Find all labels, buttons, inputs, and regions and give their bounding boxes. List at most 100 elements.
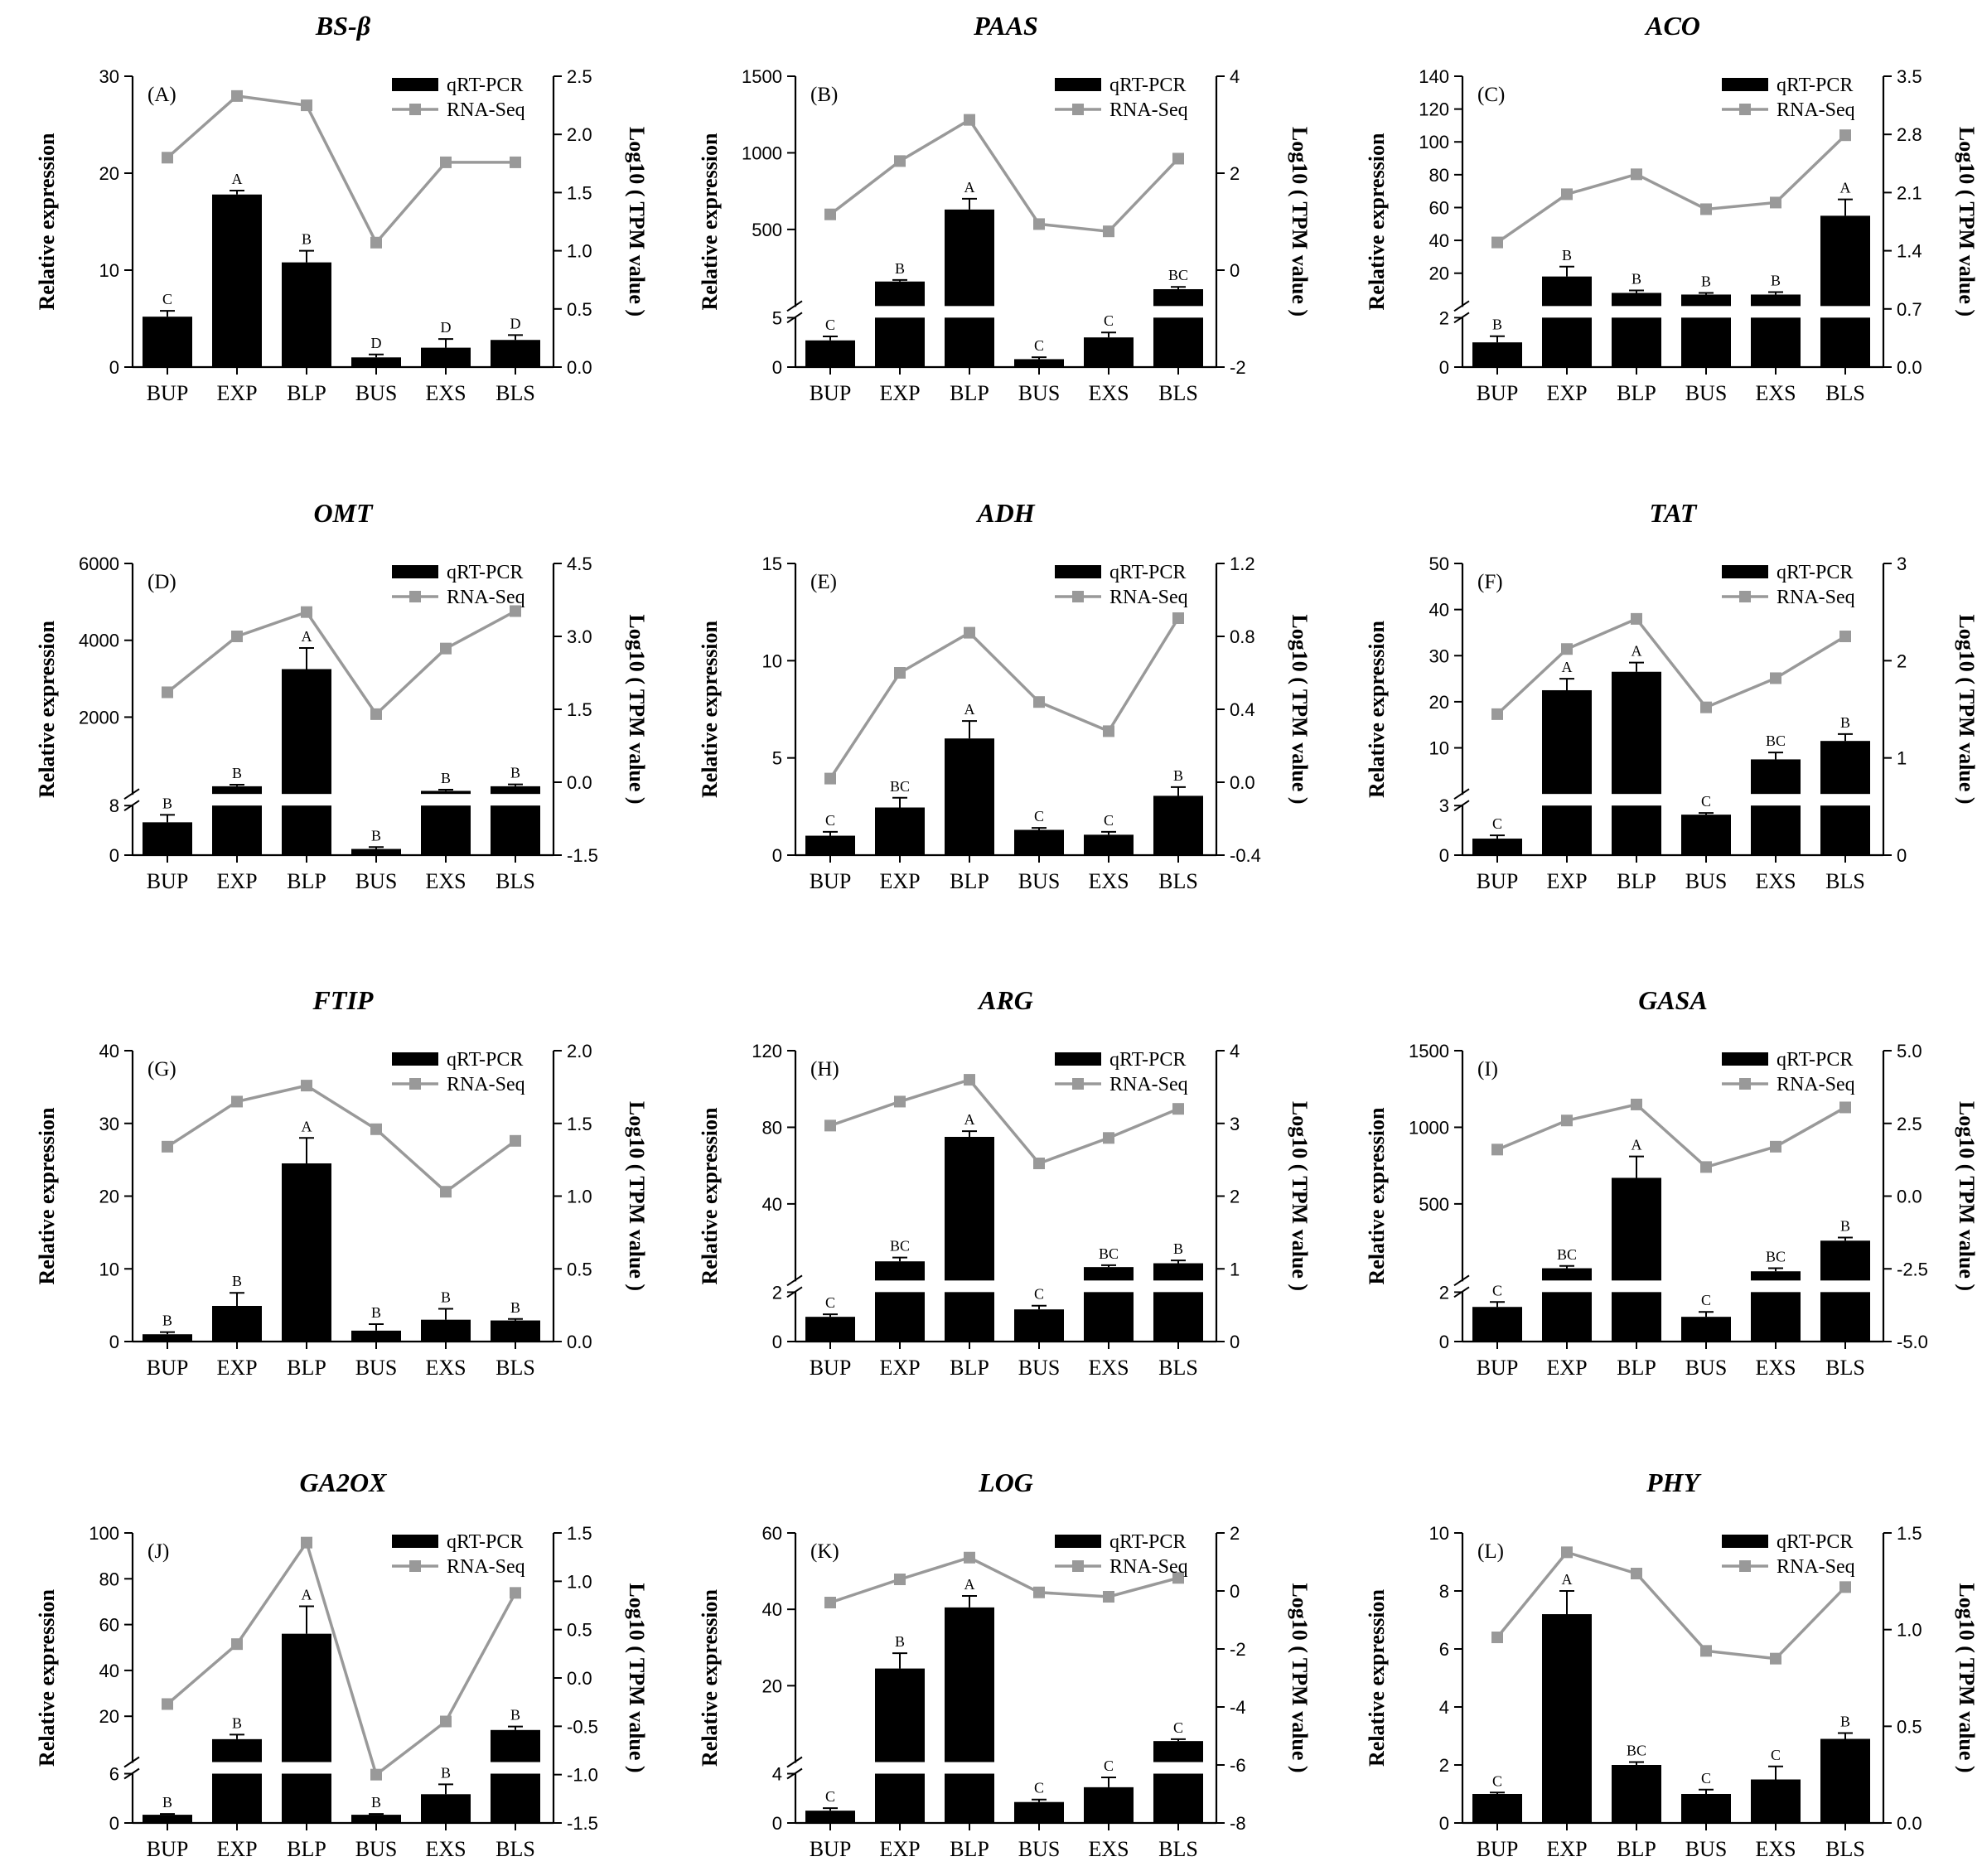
y-tick-label: 10 [762, 650, 782, 671]
axis-break-mark [1453, 1274, 1470, 1287]
significance-letter: C [1034, 1780, 1044, 1796]
panel-label: (D) [147, 571, 176, 593]
rna-seq-point [1172, 612, 1184, 624]
y2-tick-label: 0.0 [567, 1332, 592, 1352]
significance-letter: B [510, 765, 520, 781]
bar-bus [351, 849, 401, 855]
rna-seq-point [1491, 708, 1503, 720]
bar-break-gap [1611, 306, 1662, 318]
x-tick-label: BUP [1477, 381, 1519, 405]
significance-letter: A [302, 1118, 312, 1134]
x-tick-label: EXP [216, 381, 257, 405]
y-axis-label: Relative expression [1365, 620, 1389, 798]
legend-bar-label: qRT-PCR [447, 1531, 523, 1553]
y2-tick-label: 0 [1230, 1581, 1240, 1602]
y-tick-label: 8 [1439, 1581, 1449, 1602]
bar-bup [805, 835, 855, 855]
y-tick-label: 15 [762, 554, 782, 574]
y2-tick-label: 0.0 [1230, 772, 1255, 793]
y2-tick-label: 2 [1897, 650, 1907, 671]
y-tick-label: 0 [109, 357, 119, 378]
significance-letter: B [302, 231, 312, 248]
rna-seq-point [370, 1123, 382, 1135]
y2-tick-label: 1.5 [567, 1523, 592, 1544]
significance-letter: B [895, 260, 905, 277]
bar-blp [945, 1607, 994, 1823]
y2-tick-label: 0.0 [567, 357, 592, 378]
legend-line-label: RNA-Seq [1109, 1074, 1188, 1095]
x-tick-label: EXS [1755, 1356, 1796, 1380]
y2-tick-label: 1.0 [567, 241, 592, 262]
significance-letter: C [1492, 815, 1502, 832]
rna-seq-point [440, 156, 452, 168]
chart-title: FTIP [312, 985, 374, 1015]
axis-break-mark [1453, 1286, 1470, 1298]
chart-title: GA2OX [300, 1467, 388, 1497]
significance-letter: C [1771, 1747, 1781, 1763]
x-tick-label: BLS [495, 1837, 535, 1861]
significance-letter: C [162, 291, 172, 307]
bar-exp [875, 1668, 925, 1823]
significance-letter: C [1492, 1282, 1502, 1298]
panel-label: (I) [1477, 1058, 1498, 1081]
y-tick-label: 10 [1429, 1523, 1449, 1544]
legend-bar-label: qRT-PCR [1109, 75, 1186, 96]
significance-letter: A [232, 171, 243, 187]
x-tick-label: BLS [1158, 1356, 1198, 1380]
bar-blp [282, 262, 331, 367]
legend-line-label: RNA-Seq [447, 1556, 525, 1578]
y2-tick-label: 2 [1230, 163, 1240, 184]
significance-letter: D [510, 315, 521, 331]
bar-break-gap [211, 794, 263, 806]
y-tick-label: 20 [99, 1187, 119, 1207]
y2-tick-label: 4 [1230, 1041, 1240, 1061]
rna-seq-point [1839, 1581, 1851, 1593]
legend-line-label: RNA-Seq [1777, 1556, 1855, 1578]
bar-break-gap [1153, 1762, 1204, 1774]
bar-bus [1681, 1794, 1731, 1823]
legend-bar-swatch [1055, 1052, 1101, 1066]
significance-letter: B [895, 1633, 905, 1650]
significance-letter: C [1104, 812, 1114, 829]
legend-line-label: RNA-Seq [1777, 99, 1855, 121]
x-tick-label: BLP [1617, 1356, 1656, 1380]
y2-tick-label: 2.5 [567, 66, 592, 87]
rna-seq-point [1631, 612, 1642, 625]
y2-axis-label: Log10 ( TPM value ) [1955, 1101, 1979, 1291]
y2-tick-label: -1.5 [567, 845, 598, 866]
x-tick-label: BLP [1617, 1837, 1656, 1861]
legend-line-marker [1072, 1078, 1084, 1090]
y2-tick-label: 2 [1230, 1523, 1240, 1544]
panel-label: (A) [147, 84, 176, 106]
bar-exs [1751, 294, 1801, 367]
rna-seq-point [1172, 1103, 1184, 1115]
significance-letter: BC [1766, 1249, 1786, 1265]
y-tick-label: 30 [1429, 645, 1449, 666]
y-tick-label: 0 [109, 845, 119, 866]
x-tick-label: BLP [1617, 381, 1656, 405]
significance-letter: C [1034, 808, 1044, 824]
legend-bar-label: qRT-PCR [1109, 1049, 1186, 1071]
panel-label: (G) [147, 1058, 176, 1081]
x-tick-label: BUS [355, 381, 398, 405]
significance-letter: C [1701, 793, 1711, 810]
bar-blp [282, 669, 331, 855]
y-tick-label: 2000 [79, 707, 119, 728]
x-tick-label: EXP [1546, 381, 1587, 405]
axis-break-mark [1453, 312, 1470, 324]
y2-tick-label: -0.4 [1230, 845, 1261, 866]
bar-exs [421, 347, 471, 367]
y2-tick-label: -1.5 [567, 1813, 598, 1834]
axis-break-gap [121, 1762, 144, 1773]
rna-seq-point [1700, 701, 1712, 713]
x-tick-label: BLP [1617, 869, 1656, 893]
y-tick-label: 80 [762, 1117, 782, 1138]
y-tick-label: 4 [772, 1764, 782, 1785]
x-tick-label: BLS [1158, 869, 1198, 893]
axis-break-mark [123, 788, 140, 800]
x-tick-label: BLS [495, 381, 535, 405]
bar-bup [1472, 1794, 1522, 1823]
significance-letter: BC [890, 778, 910, 795]
bar-break-gap [490, 1762, 541, 1774]
x-tick-label: BLS [1825, 1356, 1865, 1380]
